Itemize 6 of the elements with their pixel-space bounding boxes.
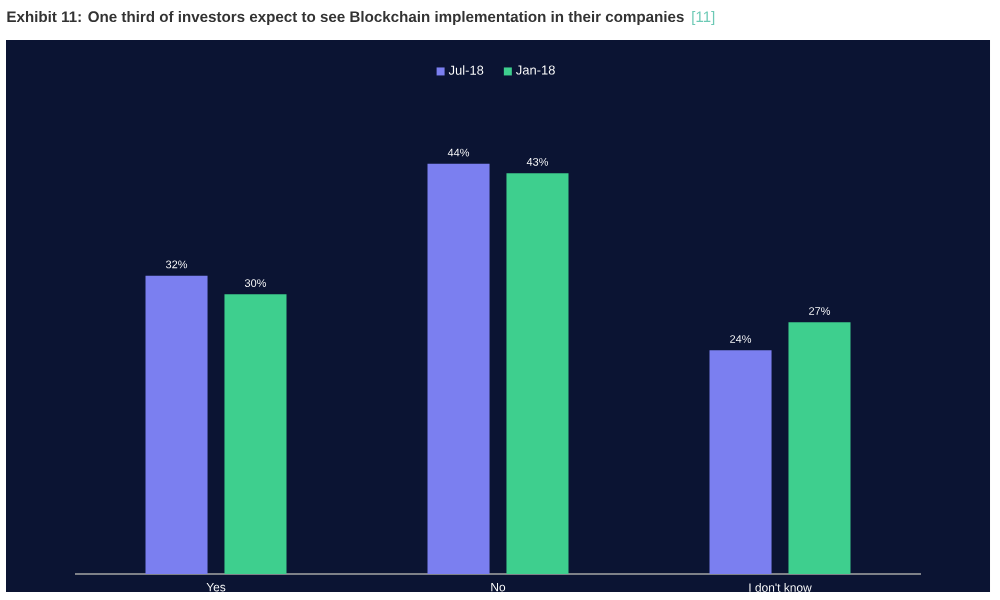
bar [506, 173, 569, 574]
bar [709, 350, 772, 574]
bar [427, 163, 490, 574]
bar [788, 322, 851, 574]
bar [224, 294, 287, 574]
bar [145, 275, 208, 574]
